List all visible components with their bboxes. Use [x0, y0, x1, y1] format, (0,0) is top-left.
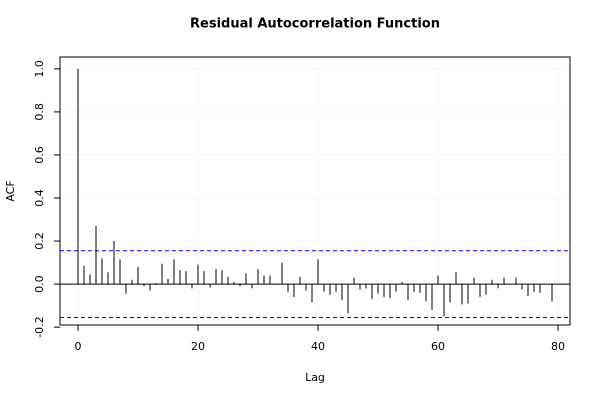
plot-frame — [59, 56, 571, 326]
x-tick-label: 60 — [431, 340, 445, 353]
y-tick-label: 1.0 — [33, 60, 46, 78]
chart-title: Residual Autocorrelation Function — [190, 17, 440, 32]
x-axis-label: Lag — [305, 371, 325, 384]
y-tick-label: 0.8 — [33, 103, 46, 121]
y-axis-label: ACF — [4, 180, 17, 201]
y-tick-label: 0.0 — [33, 275, 46, 293]
y-tick-label: 0.4 — [33, 189, 46, 207]
y-tick-label: 0.6 — [33, 146, 46, 164]
x-tick-label: 0 — [75, 340, 82, 353]
x-tick-label: 40 — [311, 340, 325, 353]
y-tick-label: 0.2 — [33, 232, 46, 250]
x-tick-label: 20 — [191, 340, 205, 353]
y-tick-label: -0.2 — [33, 316, 46, 337]
x-tick-label: 80 — [551, 340, 565, 353]
